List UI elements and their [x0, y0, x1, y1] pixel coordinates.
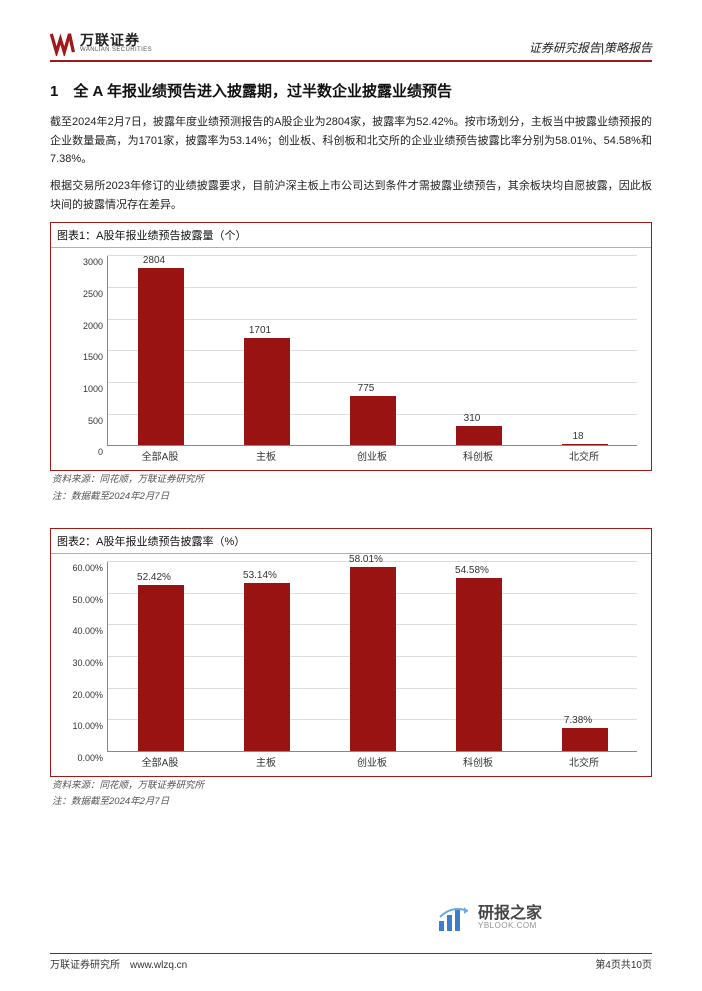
bar-value-label: 310 — [442, 413, 502, 424]
logo: 万联证券 WANLIAN SECURITIES — [50, 30, 152, 56]
bar — [138, 268, 184, 446]
bar — [562, 728, 608, 751]
bar-value-label: 53.14% — [230, 570, 290, 581]
watermark-icon — [438, 903, 472, 933]
x-label: 科创板 — [448, 754, 508, 769]
y-tick-label: 2000 — [61, 321, 103, 331]
logo-text-cn: 万联证券 — [80, 33, 152, 47]
bar-value-label: 775 — [336, 383, 396, 394]
section-title: 1 全 A 年报业绩预告进入披露期，过半数企业披露业绩预告 — [50, 80, 652, 101]
x-label: 主板 — [236, 754, 296, 769]
x-labels: 全部A股 主板 创业板 科创板 北交所 — [107, 754, 637, 770]
watermark: 研报之家 YBLOOK.COM — [438, 903, 542, 933]
chart2-canvas: 0.00% 10.00% 20.00% 30.00% 40.00% 50.00% 60.00… — [61, 562, 641, 772]
chart2-source: 资料来源：同花顺，万联证券研究所 — [50, 777, 652, 793]
plot-area: 2804 1701 775 310 18 — [107, 256, 637, 446]
bar — [456, 426, 502, 446]
y-tick-label: 0 — [61, 447, 103, 457]
wanlian-logo-icon — [50, 30, 76, 56]
bar — [244, 338, 290, 446]
y-tick-label: 40.00% — [61, 626, 103, 636]
y-tick-label: 0.00% — [61, 753, 103, 763]
chart1-box: 图表1：A股年报业绩预告披露量（个） 0 500 1000 1500 2000 2500 3… — [50, 222, 652, 471]
x-label: 北交所 — [554, 754, 614, 769]
watermark-en: YBLOOK.COM — [478, 922, 542, 930]
x-label: 主板 — [236, 448, 296, 463]
y-tick-label: 20.00% — [61, 690, 103, 700]
chart2-title: 图表2：A股年报业绩预告披露率（%） — [51, 529, 651, 554]
chart2-note: 注：数据截至2024年2月7日 — [50, 793, 652, 809]
bar — [244, 583, 290, 751]
y-tick-label: 3000 — [61, 257, 103, 267]
bar — [562, 444, 608, 445]
bar-value-label: 7.38% — [548, 715, 608, 726]
x-labels: 全部A股 主板 创业板 科创板 北交所 — [107, 448, 637, 464]
bar-value-label: 1701 — [230, 325, 290, 336]
bar — [138, 585, 184, 751]
y-tick-label: 1500 — [61, 352, 103, 362]
y-tick-label: 30.00% — [61, 658, 103, 668]
x-label: 全部A股 — [130, 448, 190, 463]
watermark-cn: 研报之家 — [478, 906, 542, 922]
bar-value-label: 18 — [548, 431, 608, 442]
chart1-note: 注：数据截至2024年2月7日 — [50, 488, 652, 504]
chart2-box: 图表2：A股年报业绩预告披露率（%） 0.00% 10.00% 20.00% 30.0… — [50, 528, 652, 777]
chart1-canvas: 0 500 1000 1500 2000 2500 3000 2804 1701 775 310 18… — [61, 256, 641, 466]
chart1-source: 资料来源：同花顺，万联证券研究所 — [50, 471, 652, 487]
bar — [456, 578, 502, 751]
bar-value-label: 52.42% — [124, 572, 184, 583]
bar-value-label: 58.01% — [336, 554, 396, 565]
footer-right: 第4页共10页 — [595, 956, 652, 971]
y-tick-label: 10.00% — [61, 721, 103, 731]
y-tick-label: 60.00% — [61, 563, 103, 573]
x-label: 创业板 — [342, 448, 402, 463]
x-label: 全部A股 — [130, 754, 190, 769]
footer-left: 万联证券研究所 www.wlzq.cn — [50, 956, 187, 971]
bar-value-label: 54.58% — [442, 565, 502, 576]
chart1-title: 图表1：A股年报业绩预告披露量（个） — [51, 223, 651, 248]
bar-value-label: 2804 — [124, 255, 184, 266]
logo-text-en: WANLIAN SECURITIES — [80, 47, 152, 53]
page-header: 万联证券 WANLIAN SECURITIES 证券研究报告|策略报告 — [50, 30, 652, 62]
page-footer: 万联证券研究所 www.wlzq.cn 第4页共10页 — [50, 953, 652, 971]
y-tick-label: 50.00% — [61, 595, 103, 605]
y-tick-label: 500 — [61, 416, 103, 426]
y-tick-label: 1000 — [61, 384, 103, 394]
bar — [350, 396, 396, 445]
x-label: 北交所 — [554, 448, 614, 463]
header-right-text: 证券研究报告|策略报告 — [529, 39, 652, 56]
x-label: 科创板 — [448, 448, 508, 463]
bar — [350, 567, 396, 751]
x-label: 创业板 — [342, 754, 402, 769]
paragraph-2: 根据交易所2023年修订的业绩披露要求，目前沪深主板上市公司达到条件才需披露业绩… — [50, 177, 652, 214]
y-tick-label: 2500 — [61, 289, 103, 299]
plot-area: 52.42%53.14%58.01%54.58%7.38% — [107, 562, 637, 752]
paragraph-1: 截至2024年2月7日，披露年度业绩预测报告的A股企业为2804家，披露率为52… — [50, 113, 652, 169]
